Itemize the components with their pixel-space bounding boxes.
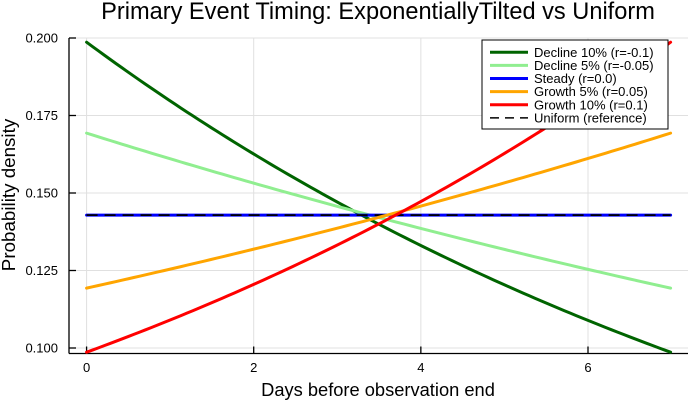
svg-text:Uniform (reference): Uniform (reference) xyxy=(534,111,647,126)
svg-text:0.100: 0.100 xyxy=(25,341,58,356)
svg-text:2: 2 xyxy=(250,360,257,375)
svg-text:Primary Event Timing: Exponent: Primary Event Timing: ExponentiallyTilte… xyxy=(101,0,655,25)
svg-text:0.175: 0.175 xyxy=(25,108,58,123)
svg-text:0: 0 xyxy=(83,360,90,375)
svg-text:Probability density: Probability density xyxy=(0,118,19,271)
svg-text:0.125: 0.125 xyxy=(25,263,58,278)
svg-text:Days before observation end: Days before observation end xyxy=(261,379,495,400)
svg-text:0.200: 0.200 xyxy=(25,31,58,46)
svg-text:0.150: 0.150 xyxy=(25,186,58,201)
svg-text:4: 4 xyxy=(417,360,424,375)
svg-text:6: 6 xyxy=(584,360,591,375)
